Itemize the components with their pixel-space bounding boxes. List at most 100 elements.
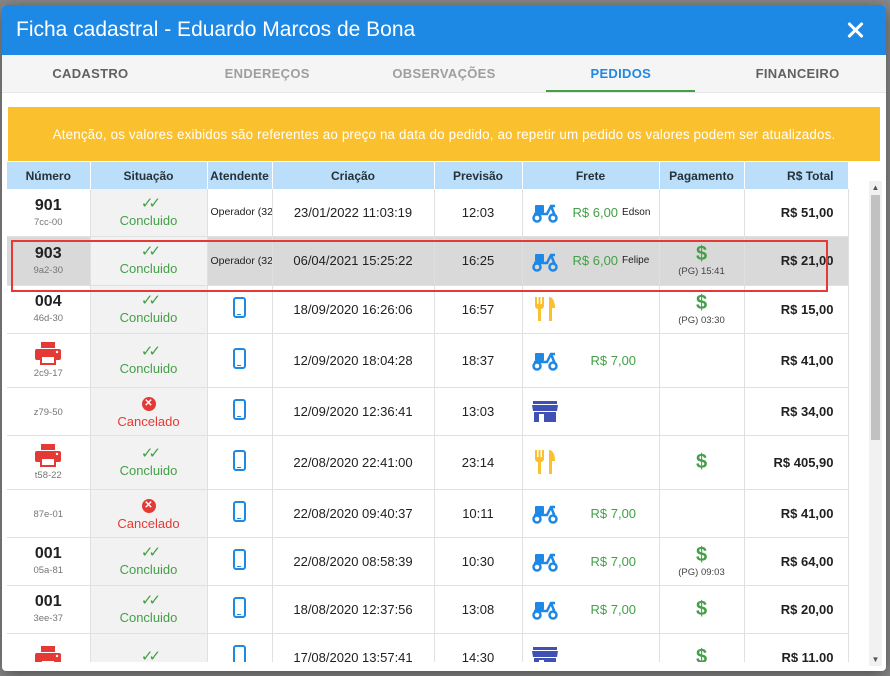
scooter-icon <box>531 505 558 524</box>
delivery-cell: R$ 6,00 Edson <box>522 189 660 237</box>
table-row[interactable]: z79-50 ✕ Cancelado 12/09/2020 12:36:41 13… <box>7 387 849 436</box>
col-frete: Frete <box>522 162 660 189</box>
delivery-fee: R$ 7,00 <box>590 553 637 569</box>
delivery-fee: R$ 7,00 <box>590 352 637 368</box>
forecast-cell: 16:57 <box>434 285 523 334</box>
created-cell: 17/08/2020 13:57:41 <box>272 633 435 662</box>
double-check-icon: ✓✓ <box>140 342 161 360</box>
status-cell: ✓✓ Concluido <box>90 236 208 286</box>
forecast-cell: 10:30 <box>434 537 523 586</box>
order-code: 05a-81 <box>33 565 64 577</box>
table-row[interactable]: 2c9-17 ✓✓ Concluido 12/09/2020 18:04:28 1… <box>7 333 849 388</box>
scooter-icon <box>531 553 558 572</box>
status-cell: ✕ Cancelado <box>90 387 208 436</box>
dollar-icon: $ <box>695 543 708 566</box>
delivery-fee: R$ 6,00 <box>572 253 619 268</box>
delivery-cell <box>522 435 660 490</box>
status-label: Concluido <box>119 609 178 625</box>
status-cell: ✓✓ Concluido <box>90 333 208 388</box>
tab-financeiro[interactable]: FINANCEIRO <box>755 66 840 81</box>
status-label: Concluido <box>119 360 178 376</box>
order-number-cell: t58-22 <box>7 435 91 490</box>
attendant-cell <box>207 387 273 436</box>
smartphone-icon <box>233 501 246 522</box>
total-cell: R$ 51,00 <box>744 189 849 237</box>
order-number-cell: 004 46d-30 <box>7 285 91 334</box>
delivery-cell <box>522 285 660 334</box>
close-icon[interactable] <box>844 19 866 41</box>
created-cell: 22/08/2020 08:58:39 <box>272 537 435 586</box>
scroll-thumb[interactable] <box>871 195 880 440</box>
order-number-cell: 2c9-17 <box>7 333 91 388</box>
order-code: t58-22 <box>34 470 62 482</box>
paid-time: (PG) 15:41 <box>678 266 725 278</box>
paid-time: (PG) 09:03 <box>678 566 725 578</box>
attendant-cell <box>207 585 273 634</box>
delivery-cell: R$ 6,00 Felipe <box>522 236 660 286</box>
tab-enderecos[interactable]: ENDEREÇOS <box>224 66 310 81</box>
forecast-cell: 18:37 <box>434 333 523 388</box>
status-label: Concluido <box>119 309 178 325</box>
dollar-icon: $ <box>695 646 708 662</box>
order-number-cell: 001 05a-81 <box>7 537 91 586</box>
orders-panel: Atenção, os valores exibidos são referen… <box>2 93 886 671</box>
double-check-icon: ✓✓ <box>140 194 161 212</box>
forecast-cell: 12:03 <box>434 189 523 237</box>
scroll-down-icon[interactable]: ▼ <box>871 655 880 664</box>
storefront-icon <box>531 401 558 422</box>
status-label: Cancelado <box>117 413 180 429</box>
customer-modal: Ficha cadastral - Eduardo Marcos de Bona… <box>2 5 886 671</box>
smartphone-icon <box>233 597 246 618</box>
col-total: R$ Total <box>744 162 849 189</box>
payment-cell: $ (PG) 03:30 <box>659 285 745 334</box>
table-row-selected[interactable]: 903 9a2-30 ✓✓ Concluido Operador (32 06/04… <box>7 236 849 286</box>
created-cell: 12/09/2020 12:36:41 <box>272 387 435 436</box>
total-cell: R$ 41,00 <box>744 489 849 538</box>
table-row[interactable]: 001 3ee-37 ✓✓ Concluido 18/08/2020 12:37:5… <box>7 585 849 634</box>
delivery-cell: R$ 7,00 <box>522 489 660 538</box>
courier-name: Felipe <box>622 255 650 266</box>
attendant-cell: Operador (32 <box>207 236 273 286</box>
modal-title: Ficha cadastral - Eduardo Marcos de Bona <box>16 18 416 41</box>
delivery-cell: R$ 7,00 <box>522 537 660 586</box>
total-cell: R$ 21,00 <box>744 236 849 286</box>
order-code: 2c9-17 <box>33 368 63 380</box>
payment-cell: $ <box>659 585 745 634</box>
payment-cell: $ (PG) 09:03 <box>659 537 745 586</box>
order-number-cell: 901 7cc-00 <box>7 189 91 237</box>
tab-observacoes[interactable]: OBSERVAÇÕES <box>392 66 496 81</box>
double-check-icon: ✓✓ <box>140 243 161 260</box>
tab-cadastro[interactable]: CADASTRO <box>52 66 129 81</box>
scroll-up-icon[interactable]: ▲ <box>871 183 880 192</box>
table-row[interactable]: 001 05a-81 ✓✓ Concluido 22/08/2020 08:58:3… <box>7 537 849 586</box>
created-cell: 23/01/2022 11:03:19 <box>272 189 435 237</box>
total-cell: R$ 41,00 <box>744 333 849 388</box>
col-situacao: Situação <box>90 162 208 189</box>
attendant-cell <box>207 333 273 388</box>
printer-icon <box>35 444 62 468</box>
attendant-cell: Operador (32 <box>207 189 273 237</box>
tab-pedidos[interactable]: PEDIDOS <box>532 55 709 92</box>
attendant-cell <box>207 489 273 538</box>
payment-cell <box>659 189 745 237</box>
orders-table-wrap[interactable]: Número Situação Atendente Criação Previs… <box>7 162 881 662</box>
created-cell: 18/09/2020 16:26:06 <box>272 285 435 334</box>
order-number: 001 <box>34 545 62 563</box>
table-row[interactable]: 004 46d-30 ✓✓ Concluido 18/09/2020 16:26:0… <box>7 285 849 334</box>
forecast-cell: 10:11 <box>434 489 523 538</box>
status-cell: ✓✓ Concluido <box>90 285 208 334</box>
order-number: 901 <box>34 196 62 214</box>
forecast-cell: 16:25 <box>434 236 523 286</box>
dollar-icon: $ <box>695 291 708 314</box>
payment-cell <box>659 387 745 436</box>
table-row[interactable]: t58-22 ✓✓ Concluido 22/08/2020 22:41:00 2… <box>7 435 849 490</box>
table-row[interactable]: 901 7cc-00 ✓✓ Concluido Operador (32 23/01… <box>7 189 849 237</box>
scooter-icon <box>531 253 558 272</box>
table-row[interactable]: 87e-01 ✕ Cancelado 22/08/2020 09:40:37 10… <box>7 489 849 538</box>
created-cell: 18/08/2020 12:37:56 <box>272 585 435 634</box>
double-check-icon: ✓✓ <box>140 444 161 462</box>
status-cell: ✕ Cancelado <box>90 489 208 538</box>
total-cell: R$ 15,00 <box>744 285 849 334</box>
table-row[interactable]: ✓✓ 17/08/2020 13:57:41 14:30 $ R$ 11,00 <box>7 633 849 662</box>
table-scrollbar[interactable]: ▲ ▼ <box>869 181 882 666</box>
